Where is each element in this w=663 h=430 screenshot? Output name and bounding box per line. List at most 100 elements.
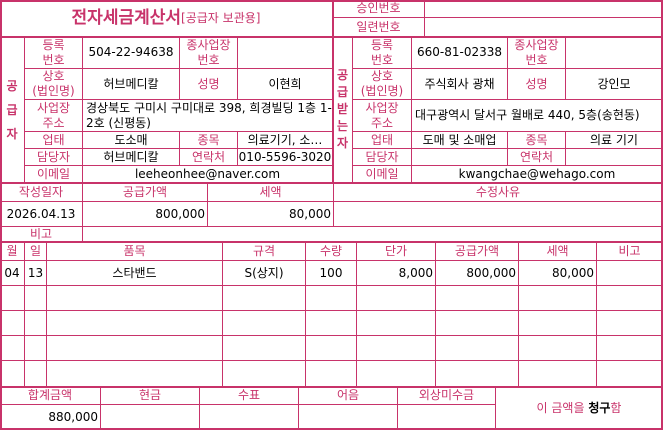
cell-tax [519, 336, 597, 361]
cell-spec [223, 286, 306, 311]
credit-label: 외상미수금 [398, 387, 496, 405]
supplier-company: 허브메디칼 [83, 69, 180, 100]
cash-label: 현금 [101, 387, 200, 405]
note-label: 비고 [0, 227, 83, 242]
supplier-manager-label: 담당자 [25, 149, 83, 166]
check-value [200, 405, 299, 430]
cell-unit-price [357, 336, 436, 361]
receiver-business-type: 도매 및 소매업 [412, 132, 508, 149]
receiver-item-type: 의료 기기 [566, 132, 663, 149]
cell-supply-amount [436, 311, 519, 336]
supplier-reg-no: 504-22-94638 [83, 37, 180, 69]
cell-spec [223, 336, 306, 361]
cell-supply-amount [436, 336, 519, 361]
cell-tax [519, 286, 597, 311]
cell-qty [306, 336, 357, 361]
receiver-address-label: 사업장 주소 [353, 100, 412, 132]
approval-label: 승인번호 [333, 0, 425, 18]
supplier-address: 경상북도 구미시 구미대로 398, 희경빌딩 1층 1-2호 (신평동) [83, 100, 333, 132]
label-char: 받 [336, 102, 349, 116]
receiver-name: 강인모 [566, 69, 663, 100]
claim-suffix: 함 [610, 400, 622, 415]
receiver-sub-reg-label: 종사업장 번호 [508, 37, 566, 69]
cell-supply-amount [436, 286, 519, 311]
cell-qty [306, 286, 357, 311]
cell-item [47, 336, 223, 361]
document-title: 전자세금계산서 [공급자 보관용] [0, 0, 333, 37]
receiver-reg-label: 등록 번호 [353, 37, 412, 69]
cell-unit-price [357, 361, 436, 387]
supplier-address-label: 사업장 주소 [25, 100, 83, 132]
issue-date: 2026.04.13 [0, 202, 83, 227]
reason-value [334, 202, 663, 227]
receiver-business-type-label: 업태 [353, 132, 412, 149]
header-month: 월 [0, 242, 25, 261]
cell-item: 스타밴드 [47, 261, 223, 286]
header-day: 일 [25, 242, 47, 261]
cell-spec [223, 311, 306, 336]
label-char: 급 [6, 102, 18, 117]
header-spec: 규격 [223, 242, 306, 261]
cash-value [101, 405, 200, 430]
label-char: 공 [6, 78, 18, 93]
divider [0, 36, 663, 38]
cell-qty [306, 311, 357, 336]
receiver-manager [412, 149, 508, 166]
label-char: 급 [336, 85, 349, 99]
cell-month [0, 361, 25, 387]
receiver-email: kwangchae@wehago.com [412, 166, 663, 183]
tax-label: 세액 [208, 183, 334, 202]
supplier-email-label: 이메일 [25, 166, 83, 183]
cell-day [25, 361, 47, 387]
cell-spec: S(상지) [223, 261, 306, 286]
cell-month [0, 336, 25, 361]
credit-value [398, 405, 496, 430]
cell-tax [519, 311, 597, 336]
supplier-business-type-label: 업태 [25, 132, 83, 149]
cell-note [597, 286, 663, 311]
total-value: 880,000 [0, 405, 101, 430]
header-qty: 수량 [306, 242, 357, 261]
note-value [83, 227, 663, 242]
note-bill-label: 어음 [299, 387, 398, 405]
cell-qty [306, 361, 357, 387]
cell-day [25, 336, 47, 361]
label-char: 자 [6, 126, 18, 141]
reason-label: 수정사유 [334, 183, 663, 202]
cell-note [597, 311, 663, 336]
supplier-reg-label: 등록 번호 [25, 37, 83, 69]
supplier-business-type: 도소매 [83, 132, 180, 149]
note-bill-value [299, 405, 398, 430]
cell-supply-amount: 800,000 [436, 261, 519, 286]
cell-month [0, 286, 25, 311]
supplier-name-label: 성명 [180, 69, 238, 100]
cell-tax: 80,000 [519, 261, 597, 286]
header-note: 비고 [597, 242, 663, 261]
title-text: 전자세금계산서 [71, 7, 182, 28]
receiver-reg-no: 660-81-02338 [412, 37, 508, 69]
date-label: 작성일자 [0, 183, 83, 202]
cell-day: 13 [25, 261, 47, 286]
header-item: 품목 [47, 242, 223, 261]
cell-day [25, 286, 47, 311]
divider [0, 241, 663, 243]
supplier-contact: 010-5596-3020 [238, 149, 333, 166]
supplier-manager: 허브메디칼 [83, 149, 180, 166]
cell-item [47, 361, 223, 387]
cell-tax [519, 361, 597, 387]
receiver-name-label: 성명 [508, 69, 566, 100]
claim-word: 청구 [588, 400, 611, 415]
receiver-address: 대구광역시 달서구 월배로 440, 5층(송현동) [412, 100, 663, 132]
supply-amount: 800,000 [83, 202, 208, 227]
supplier-sub-reg-no [238, 37, 333, 69]
header-supply-amount: 공급가액 [436, 242, 519, 261]
cell-note [597, 336, 663, 361]
supplier-item-type-label: 종목 [180, 132, 238, 149]
label-char: 는 [336, 119, 349, 133]
label-char: 자 [336, 136, 349, 150]
supplier-item-type: 의료기기, 소… [238, 132, 333, 149]
receiver-sub-reg-no [566, 37, 663, 69]
serial-label: 일련번호 [333, 18, 425, 37]
